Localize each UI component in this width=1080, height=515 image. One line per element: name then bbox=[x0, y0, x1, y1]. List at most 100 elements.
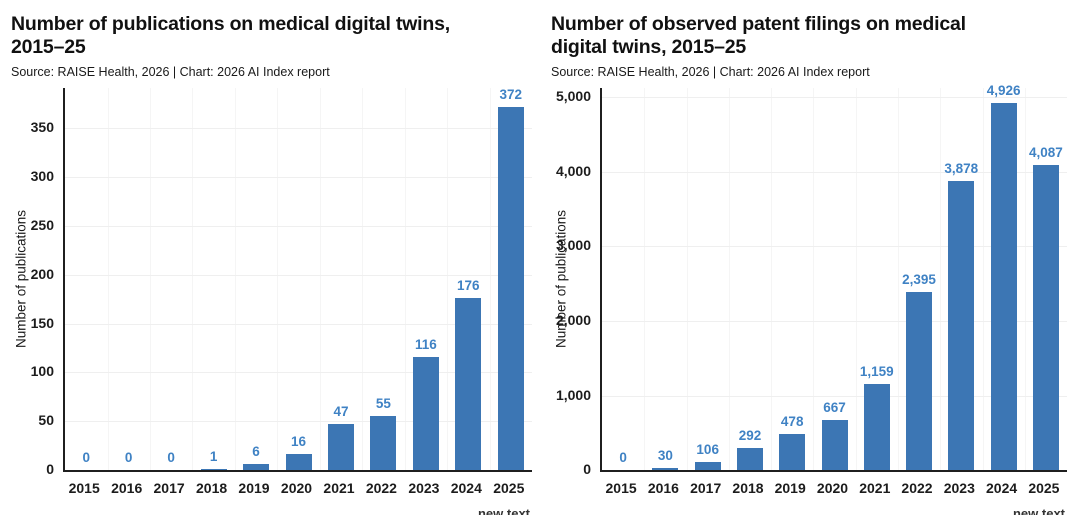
x-tick-label: 2025 bbox=[1028, 480, 1060, 496]
bar-value-label: 1,159 bbox=[859, 363, 894, 379]
bar-2020 bbox=[821, 420, 848, 470]
gridline-vertical bbox=[855, 88, 857, 470]
bar-2024 bbox=[990, 102, 1017, 470]
gridline-horizontal bbox=[602, 246, 1067, 248]
clipped-caption: new text bbox=[477, 506, 530, 515]
bar-2025 bbox=[1032, 165, 1059, 470]
y-tick-label: 350 bbox=[30, 119, 54, 136]
bar-2021 bbox=[328, 424, 354, 470]
gridline-horizontal bbox=[65, 176, 532, 178]
plot-area: 0 0 0 1 6 16 47 55 116 176 372 bbox=[63, 87, 532, 472]
bar-value-label: 4,926 bbox=[986, 82, 1021, 98]
chart-source: Source: RAISE Health, 2026 | Chart: 2026… bbox=[551, 64, 870, 79]
x-tick-label: 2021 bbox=[323, 480, 355, 496]
gridline-vertical bbox=[192, 88, 194, 470]
gridline-horizontal bbox=[65, 421, 532, 423]
gridline-vertical bbox=[728, 88, 730, 470]
x-tick-label: 2020 bbox=[816, 480, 849, 496]
x-tick-label: 2020 bbox=[280, 480, 313, 496]
x-tick-label: 2022 bbox=[365, 480, 397, 496]
bar-2016 bbox=[652, 467, 679, 470]
bar-value-label: 116 bbox=[415, 336, 437, 352]
gridline-vertical bbox=[813, 88, 815, 470]
gridline-horizontal bbox=[602, 171, 1067, 173]
bar-2019 bbox=[243, 464, 269, 470]
patent-filings-chart-panel: Number of observed patent filings on med… bbox=[540, 0, 1080, 515]
bar-value-label: 3,878 bbox=[944, 160, 979, 176]
x-tick-label: 2017 bbox=[153, 480, 185, 496]
bar-value-label: 1 bbox=[209, 449, 218, 464]
bar-2022 bbox=[906, 291, 932, 470]
bar-value-label: 0 bbox=[167, 450, 175, 465]
gridline-vertical bbox=[1024, 88, 1026, 470]
bar-value-label: 106 bbox=[696, 442, 719, 458]
gridline-horizontal bbox=[65, 274, 532, 276]
gridline-vertical bbox=[982, 88, 984, 470]
y-tick-label: 0 bbox=[583, 461, 591, 477]
y-tick-label: 5,000 bbox=[555, 88, 591, 105]
y-tick-label: 2,000 bbox=[555, 311, 591, 328]
bar-value-label: 176 bbox=[457, 278, 480, 294]
x-tick-label: 2024 bbox=[986, 480, 1018, 496]
gridline-vertical bbox=[644, 88, 646, 470]
gridline-vertical bbox=[149, 88, 151, 470]
y-tick-label: 250 bbox=[30, 216, 54, 233]
bar-2017 bbox=[694, 462, 721, 470]
bar-value-label: 55 bbox=[375, 396, 391, 412]
bar-2023 bbox=[412, 356, 439, 470]
publications-chart-panel: Number of publications on medical digita… bbox=[11, 13, 532, 515]
gridline-horizontal bbox=[65, 128, 532, 130]
gridline-vertical bbox=[686, 88, 688, 470]
gridline-vertical bbox=[362, 88, 364, 470]
bar-2020 bbox=[285, 454, 312, 470]
gridline-horizontal bbox=[65, 323, 532, 325]
x-tick-label: 2017 bbox=[690, 480, 722, 496]
gridline-vertical bbox=[940, 88, 942, 470]
bar-2025 bbox=[497, 106, 524, 470]
bar-value-label: 30 bbox=[657, 447, 673, 463]
bar-2018 bbox=[737, 448, 763, 470]
bar-2018 bbox=[200, 469, 227, 470]
bar-2023 bbox=[948, 180, 975, 470]
y-tick-label: 4,000 bbox=[555, 162, 591, 179]
bar-2024 bbox=[455, 298, 482, 470]
gridline-vertical bbox=[107, 88, 109, 470]
bar-value-label: 16 bbox=[290, 434, 307, 450]
x-tick-label: 2015 bbox=[68, 480, 100, 496]
y-tick-label: 150 bbox=[30, 314, 54, 331]
x-tick-label: 2018 bbox=[196, 480, 228, 496]
bar-value-label: 6 bbox=[252, 444, 260, 460]
y-tick-label: 300 bbox=[30, 167, 54, 184]
x-tick-label: 2015 bbox=[605, 480, 637, 496]
x-tick-label: 2016 bbox=[647, 480, 679, 496]
x-tick-label: 2023 bbox=[408, 480, 440, 496]
bar-value-label: 4,087 bbox=[1028, 145, 1063, 161]
gridline-horizontal bbox=[602, 395, 1067, 397]
y-tick-label: 200 bbox=[30, 265, 54, 282]
gridline-vertical bbox=[319, 88, 321, 470]
y-tick-label: 1,000 bbox=[555, 386, 591, 403]
plot-area: 0 30 106 292 478 667 1,159 2,395 3,878 4,926 4,087 bbox=[600, 83, 1067, 472]
x-tick-label: 2024 bbox=[450, 480, 482, 496]
gridline-horizontal bbox=[602, 320, 1067, 322]
gridline-vertical bbox=[897, 88, 899, 470]
gridline-horizontal bbox=[65, 372, 532, 374]
x-tick-label: 2019 bbox=[774, 480, 806, 496]
bar-2021 bbox=[863, 383, 890, 470]
x-tick-label: 2022 bbox=[901, 480, 933, 496]
clipped-caption: new text bbox=[1012, 506, 1065, 515]
bar-value-label: 292 bbox=[738, 428, 762, 444]
y-tick-label: 0 bbox=[46, 461, 54, 477]
x-tick-label: 2021 bbox=[859, 480, 891, 496]
bar-value-label: 2,395 bbox=[902, 271, 936, 287]
gridline-vertical bbox=[489, 88, 491, 470]
bar-2022 bbox=[370, 416, 397, 470]
gridline-vertical bbox=[771, 88, 773, 470]
x-tick-label: 2018 bbox=[732, 480, 764, 496]
y-tick-label: 3,000 bbox=[555, 237, 591, 254]
x-tick-label: 2023 bbox=[943, 480, 975, 496]
x-tick-label: 2019 bbox=[238, 480, 270, 496]
chart-source: Source: RAISE Health, 2026 | Chart: 2026… bbox=[11, 64, 330, 79]
bar-value-label: 667 bbox=[823, 400, 846, 416]
